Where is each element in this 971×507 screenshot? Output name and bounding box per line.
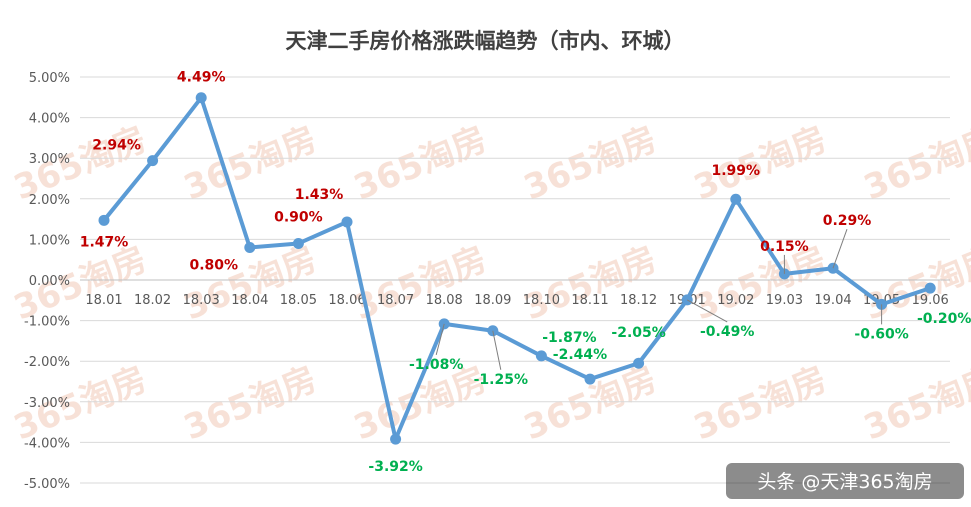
data-label: -0.20%: [917, 311, 971, 327]
gridlines: [80, 76, 950, 484]
data-point: [730, 193, 742, 205]
x-tick-label: 18.07: [377, 293, 414, 308]
x-tick-label: 19.04: [814, 293, 851, 308]
data-point: [195, 92, 207, 104]
x-tick-label: 19.02: [717, 293, 754, 308]
data-label: 1.99%: [712, 163, 761, 179]
data-label: 4.49%: [177, 70, 226, 86]
data-point: [244, 242, 256, 254]
leader-line: [686, 299, 728, 323]
credit-text: 头条 @天津365淘房: [757, 471, 932, 493]
data-point: [341, 216, 353, 228]
data-label: -1.25%: [474, 372, 528, 388]
data-point: [98, 214, 110, 226]
data-point: [633, 357, 645, 369]
watermark-text: 365淘房: [518, 359, 662, 448]
x-tick-label: 18.10: [523, 293, 560, 308]
data-label: 0.15%: [760, 239, 809, 255]
x-tick-label: 18.02: [134, 293, 171, 308]
data-label: -1.08%: [409, 357, 463, 373]
y-tick-label: -1.00%: [24, 315, 70, 330]
x-tick-label: 18.01: [85, 293, 122, 308]
data-label: -2.44%: [553, 347, 607, 363]
x-tick-label: 18.05: [280, 293, 317, 308]
data-point: [390, 433, 402, 445]
x-tick-label: 18.03: [183, 293, 220, 308]
y-tick-label: -5.00%: [24, 477, 70, 492]
leader-line: [832, 229, 848, 269]
y-tick-label: 4.00%: [29, 112, 70, 127]
watermark-text: 365淘房: [178, 359, 322, 448]
data-label: 2.94%: [92, 138, 141, 154]
x-tick-label: 18.06: [328, 293, 365, 308]
watermark-text: 365淘房: [688, 359, 832, 448]
data-label: -0.49%: [700, 324, 754, 340]
x-axis: 18.01 18.02 18.03 18.04 18.05 18.06 18.07 18.08…: [85, 293, 948, 308]
watermark-text: 365淘房: [858, 119, 971, 208]
watermark-text: 365淘房: [518, 239, 662, 328]
x-tick-label: 18.09: [474, 293, 511, 308]
watermark-layer: 365淘房 365淘房 365淘房 365淘房 365淘房 365淘房 365淘房 365淘房…: [8, 119, 971, 448]
data-point: [292, 237, 304, 249]
watermark-text: 365淘房: [688, 119, 832, 208]
data-label: 0.90%: [274, 209, 323, 225]
data-label: 0.29%: [823, 213, 872, 229]
x-tick-label: 18.11: [571, 293, 608, 308]
data-labels: 1.47% 2.94% 4.49% 0.80% 0.90% 1.43% -3.92% -1.0…: [80, 70, 971, 475]
y-tick-label: 5.00%: [29, 71, 70, 86]
data-label: -3.92%: [368, 459, 422, 475]
data-label: -2.05%: [611, 325, 665, 341]
x-tick-label: 18.04: [231, 293, 268, 308]
data-point: [584, 373, 596, 385]
data-label: -1.87%: [542, 330, 596, 346]
data-point: [535, 350, 547, 362]
x-tick-label: 18.12: [620, 293, 657, 308]
leader-lines: [435, 229, 883, 370]
data-label: -0.60%: [854, 326, 908, 342]
data-point: [924, 282, 936, 294]
y-tick-label: 0.00%: [29, 274, 70, 289]
watermark-text: 365淘房: [518, 119, 662, 208]
x-tick-label: 18.08: [426, 293, 463, 308]
watermark-text: 365淘房: [348, 239, 492, 328]
y-axis: 5.00% 4.00% 3.00% 2.00% 1.00% 0.00% -1.00% -2.0…: [24, 71, 70, 492]
data-point: [147, 155, 159, 167]
series-line: [102, 95, 933, 442]
y-tick-label: 3.00%: [29, 152, 70, 167]
y-tick-label: 1.00%: [29, 233, 70, 248]
data-label: 1.47%: [80, 234, 129, 250]
watermark-text: 365淘房: [348, 119, 492, 208]
data-points: [98, 92, 936, 445]
leader-line: [492, 330, 502, 370]
data-label: 0.80%: [190, 258, 239, 274]
y-tick-label: -4.00%: [24, 436, 70, 451]
x-tick-label: 19.03: [766, 293, 803, 308]
y-tick-label: 2.00%: [29, 193, 70, 208]
series-line-path: [102, 95, 933, 442]
leader-line: [435, 323, 445, 355]
credit-badge: 头条 @天津365淘房: [726, 463, 964, 499]
chart-title: 天津二手房价格涨跌幅趋势（市内、环城）: [286, 29, 685, 53]
x-tick-label: 19.06: [912, 293, 949, 308]
data-label: 1.43%: [295, 187, 344, 203]
y-tick-label: -3.00%: [24, 396, 70, 411]
watermark-text: 365淘房: [858, 359, 971, 448]
y-tick-label: -2.00%: [24, 355, 70, 370]
